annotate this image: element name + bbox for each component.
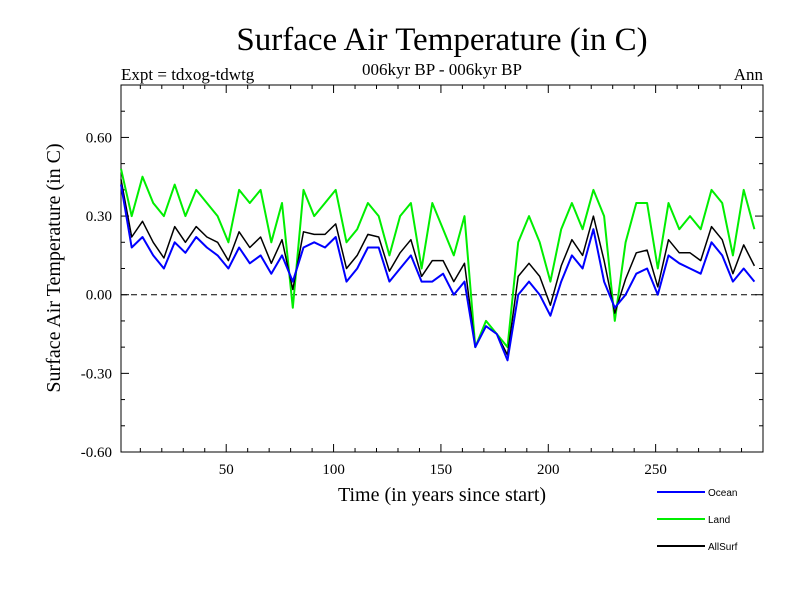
legend-label-ocean: Ocean — [708, 488, 737, 499]
chart-subtitle: 006kyr BP - 006kyr BP — [362, 60, 522, 79]
y-tick-label: -0.30 — [81, 366, 112, 382]
y-tick-label: 0.00 — [86, 288, 112, 304]
season-label: Ann — [734, 65, 764, 84]
x-axis-ticks: 50 100 150 200 250 — [139, 85, 743, 478]
y-tick-label: 0.60 — [86, 130, 112, 146]
plot-frame — [120, 84, 764, 453]
experiment-label: Expt = tdxog-tdwtg — [121, 65, 255, 84]
y-axis-ticks: -0.60 -0.30 0.00 0.30 0.60 — [81, 84, 763, 461]
chart-title: Surface Air Temperature (in C) — [236, 22, 647, 58]
y-tick-label: 0.30 — [86, 209, 112, 225]
series-line-allsurf — [120, 179, 756, 356]
series-line-ocean — [120, 184, 756, 362]
series-lines — [120, 168, 756, 362]
y-axis-label: Surface Air Temperature (in C) — [43, 143, 65, 392]
x-tick-label: 50 — [219, 462, 234, 478]
legend-label-allsurf: AllSurf — [708, 542, 738, 553]
x-tick-label: 250 — [644, 462, 667, 478]
legend-label-land: Land — [708, 515, 730, 526]
y-tick-label: -0.60 — [81, 445, 112, 461]
x-tick-label: 100 — [322, 462, 345, 478]
legend: Ocean Land AllSurf — [657, 488, 738, 553]
x-axis-label: Time (in years since start) — [338, 484, 546, 506]
x-tick-label: 200 — [537, 462, 560, 478]
x-tick-label: 150 — [430, 462, 453, 478]
series-line-land — [120, 168, 756, 349]
